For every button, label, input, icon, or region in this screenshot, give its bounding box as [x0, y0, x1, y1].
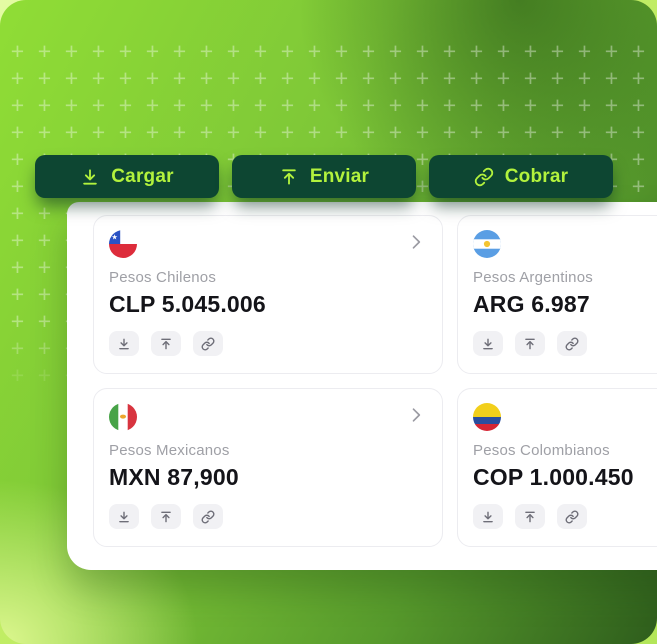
cargar-button-label: Cargar: [111, 165, 174, 187]
enviar-button[interactable]: Enviar: [232, 155, 416, 198]
wallet-actions: [109, 331, 426, 356]
download-icon: [483, 338, 493, 349]
wallet-balance: ARG 6.987: [473, 291, 590, 317]
wallet-balance: COP 1.000.450: [473, 464, 634, 490]
wallet-card-arg[interactable]: Pesos Argentinos ARG 6.987: [457, 215, 657, 374]
mini-upload-button[interactable]: [151, 504, 181, 529]
wallet-name: Pesos Mexicanos: [109, 442, 230, 459]
mini-link-button[interactable]: [193, 504, 223, 529]
wallet-card-grid: Pesos Chilenos CLP 5.045.006: [93, 215, 657, 547]
link-icon: [565, 510, 579, 523]
wallet-card-clp[interactable]: Pesos Chilenos CLP 5.045.006: [93, 215, 443, 374]
wallets-panel: Pesos Chilenos CLP 5.045.006: [67, 202, 657, 570]
mini-upload-button[interactable]: [515, 331, 545, 356]
wallet-name: Pesos Chilenos: [109, 269, 217, 286]
wallet-card-mxn[interactable]: Pesos Mexicanos MXN 87,900: [93, 388, 443, 547]
wallet-balance: CLP 5.045.006: [109, 291, 266, 317]
mini-download-button[interactable]: [473, 331, 503, 356]
link-icon: [201, 337, 215, 350]
download-icon: [483, 511, 493, 522]
mini-upload-button[interactable]: [515, 504, 545, 529]
mini-download-button[interactable]: [473, 504, 503, 529]
download-icon: [119, 511, 129, 522]
colombia-flag-icon: [473, 403, 501, 431]
cobrar-button-label: Cobrar: [504, 165, 569, 187]
wallet-name: Pesos Colombianos: [473, 442, 610, 459]
upload-icon: [525, 511, 535, 522]
mini-download-button[interactable]: [109, 331, 139, 356]
cobrar-button[interactable]: Cobrar: [429, 155, 613, 198]
mini-link-button[interactable]: [557, 331, 587, 356]
upload-icon: [161, 338, 171, 349]
wallet-actions: [473, 331, 657, 356]
wallet-name: Pesos Argentinos: [473, 269, 593, 286]
link-icon: [201, 510, 215, 523]
link-icon: [474, 167, 494, 187]
argentina-flag-icon: [473, 230, 501, 258]
mini-download-button[interactable]: [109, 504, 139, 529]
link-icon: [565, 337, 579, 350]
wallet-card-cop[interactable]: Pesos Colombianos COP 1.000.450: [457, 388, 657, 547]
cargar-button[interactable]: Cargar: [35, 155, 219, 198]
enviar-button-label: Enviar: [309, 165, 370, 187]
toolbar: Cargar Enviar Cobrar: [35, 155, 613, 198]
wallet-balance: MXN 87,900: [109, 464, 239, 490]
wallet-actions: [473, 504, 657, 529]
mini-upload-button[interactable]: [151, 331, 181, 356]
chevron-right-icon[interactable]: [406, 232, 426, 257]
upload-icon: [525, 338, 535, 349]
wallet-actions: [109, 504, 426, 529]
upload-icon: [279, 167, 299, 187]
mini-link-button[interactable]: [193, 331, 223, 356]
download-icon: [80, 167, 100, 187]
download-icon: [119, 338, 129, 349]
mexico-flag-icon: [109, 403, 137, 431]
mini-link-button[interactable]: [557, 504, 587, 529]
chevron-right-icon[interactable]: [406, 405, 426, 430]
chile-flag-icon: [109, 230, 137, 258]
upload-icon: [161, 511, 171, 522]
